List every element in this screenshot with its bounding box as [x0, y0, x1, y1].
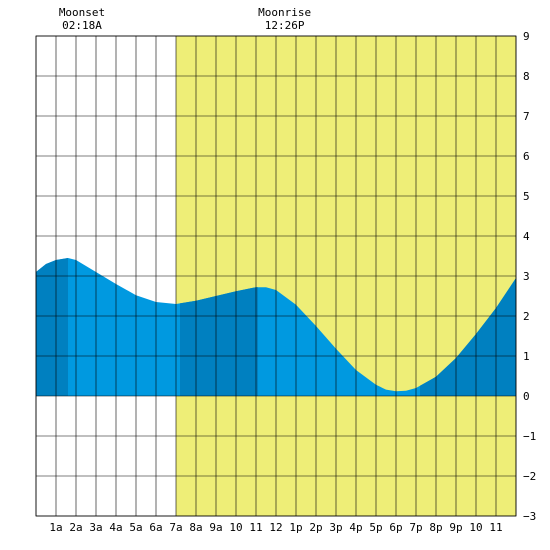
x-tick-label: 4a	[109, 521, 122, 534]
x-tick-label: 4p	[349, 521, 362, 534]
y-tick-label: 6	[523, 150, 530, 163]
x-tick-label: 5p	[369, 521, 382, 534]
x-tick-label: 6p	[389, 521, 402, 534]
y-tick-label: 4	[523, 230, 530, 243]
x-tick-label: 7a	[169, 521, 182, 534]
x-tick-label: 10	[469, 521, 482, 534]
y-tick-label: −3	[523, 510, 536, 523]
x-tick-label: 3a	[89, 521, 102, 534]
y-tick-label: −1	[523, 430, 536, 443]
x-tick-label: 3p	[329, 521, 342, 534]
y-tick-label: 9	[523, 30, 530, 43]
x-tick-label: 10	[229, 521, 242, 534]
x-tick-label: 8p	[429, 521, 442, 534]
x-tick-label: 7p	[409, 521, 422, 534]
x-tick-label: 2a	[69, 521, 82, 534]
x-tick-label: 11	[249, 521, 262, 534]
x-tick-label: 12	[269, 521, 282, 534]
plot-border	[35, 35, 517, 517]
x-tick-label: 9a	[209, 521, 222, 534]
x-tick-label: 1p	[289, 521, 302, 534]
tide-night-band	[36, 258, 68, 396]
x-tick-label: 6a	[149, 521, 162, 534]
x-tick-label: 8a	[189, 521, 202, 534]
x-tick-label: 5a	[129, 521, 142, 534]
y-tick-label: −2	[523, 470, 536, 483]
x-tick-label: 2p	[309, 521, 322, 534]
grid-layer	[35, 35, 517, 517]
y-tick-label: 0	[523, 390, 530, 403]
annotation-label: Moonrise	[258, 6, 311, 19]
y-tick-label: 1	[523, 350, 530, 363]
y-tick-label: 8	[523, 70, 530, 83]
x-tick-label: 1a	[49, 521, 62, 534]
annotation-label: Moonset	[59, 6, 105, 19]
x-tick-label: 11	[489, 521, 502, 534]
y-tick-label: 2	[523, 310, 530, 323]
y-tick-label: 3	[523, 270, 530, 283]
x-tick-label: 9p	[449, 521, 462, 534]
y-tick-label: 7	[523, 110, 530, 123]
y-tick-label: 5	[523, 190, 530, 203]
annotation-time: 02:18A	[62, 19, 102, 32]
annotation-time: 12:26P	[265, 19, 305, 32]
